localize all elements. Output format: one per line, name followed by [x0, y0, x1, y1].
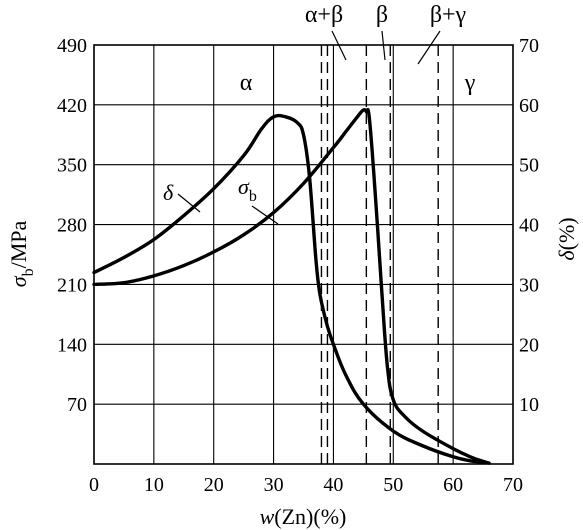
x-tick-label-50: 50 — [383, 474, 403, 496]
y-left-tick-label-210: 210 — [57, 274, 87, 296]
y-left-tick-label-420: 420 — [57, 95, 87, 117]
y-right-tick-label-20: 20 — [519, 334, 539, 356]
sigma-curve-label: σb — [238, 174, 257, 205]
x-axis-title-rest: (Zn)(%) — [274, 504, 346, 529]
x-tick-label-40: 40 — [323, 474, 343, 496]
delta-curve-label: δ — [163, 180, 174, 205]
y-right-title-main: δ — [554, 250, 579, 261]
x-tick-label-0: 0 — [89, 474, 99, 496]
sigma-leader-line — [251, 205, 279, 225]
region-leader-2 — [417, 30, 441, 65]
x-tick-label-10: 10 — [144, 474, 164, 496]
y-right-tick-label-50: 50 — [519, 155, 539, 177]
sigma-label-main: σ — [238, 174, 250, 199]
region-label-beta: β — [376, 2, 388, 28]
region-label-gamma: γ — [464, 70, 476, 96]
y-left-tick-label-490: 490 — [57, 35, 87, 57]
y-left-title-main: σ — [6, 275, 31, 287]
y-right-tick-label-30: 30 — [519, 274, 539, 296]
grid-lines — [93, 44, 514, 464]
y-left-tick-label-70: 70 — [67, 394, 87, 416]
y-left-tick-label-350: 350 — [57, 155, 87, 177]
y-left-tick-label-140: 140 — [57, 334, 87, 356]
y-left-title-sub: b — [20, 268, 37, 276]
series-line-delta — [92, 113, 485, 464]
x-tick-label-30: 30 — [264, 474, 284, 496]
region-label-alpha-plus-beta: α+β — [305, 2, 343, 28]
y-right-tick-label-60: 60 — [519, 95, 539, 117]
y-left-title-unit: /MPa — [6, 221, 31, 269]
y-right-title-unit: (%) — [554, 217, 579, 250]
x-tick-label-60: 60 — [443, 474, 463, 496]
y-left-tick-label-280: 280 — [57, 215, 87, 237]
plot-frame — [93, 44, 514, 465]
series-line-sigma-b — [92, 107, 491, 465]
y-axis-left-title: σb/MPa — [6, 221, 37, 288]
x-tick-label-70: 70 — [503, 474, 523, 496]
y-right-tick-label-40: 40 — [519, 215, 539, 237]
x-tick-label-20: 20 — [204, 474, 224, 496]
region-leader-0 — [331, 30, 347, 61]
y-axis-right-title: δ(%) — [554, 217, 579, 260]
y-right-tick-label-70: 70 — [519, 35, 539, 57]
x-axis-title-prefix: w — [260, 504, 275, 529]
delta-leader-line — [177, 193, 201, 213]
region-label-alpha: α — [240, 70, 253, 96]
series-lines — [92, 107, 491, 465]
phase-region-labels: α α+β β β+γ γ — [240, 2, 476, 96]
region-label-beta-plus-gamma: β+γ — [430, 2, 467, 28]
y-right-tick-label-10: 10 — [519, 394, 539, 416]
region-leader-1 — [381, 30, 386, 61]
tick-labels: 0 10 20 30 40 50 60 70 70 140 210 280 350 420 490 10 20 3… — [57, 35, 539, 496]
sigma-label-sub: b — [249, 188, 257, 205]
x-axis-title: w(Zn)(%) — [260, 504, 347, 529]
